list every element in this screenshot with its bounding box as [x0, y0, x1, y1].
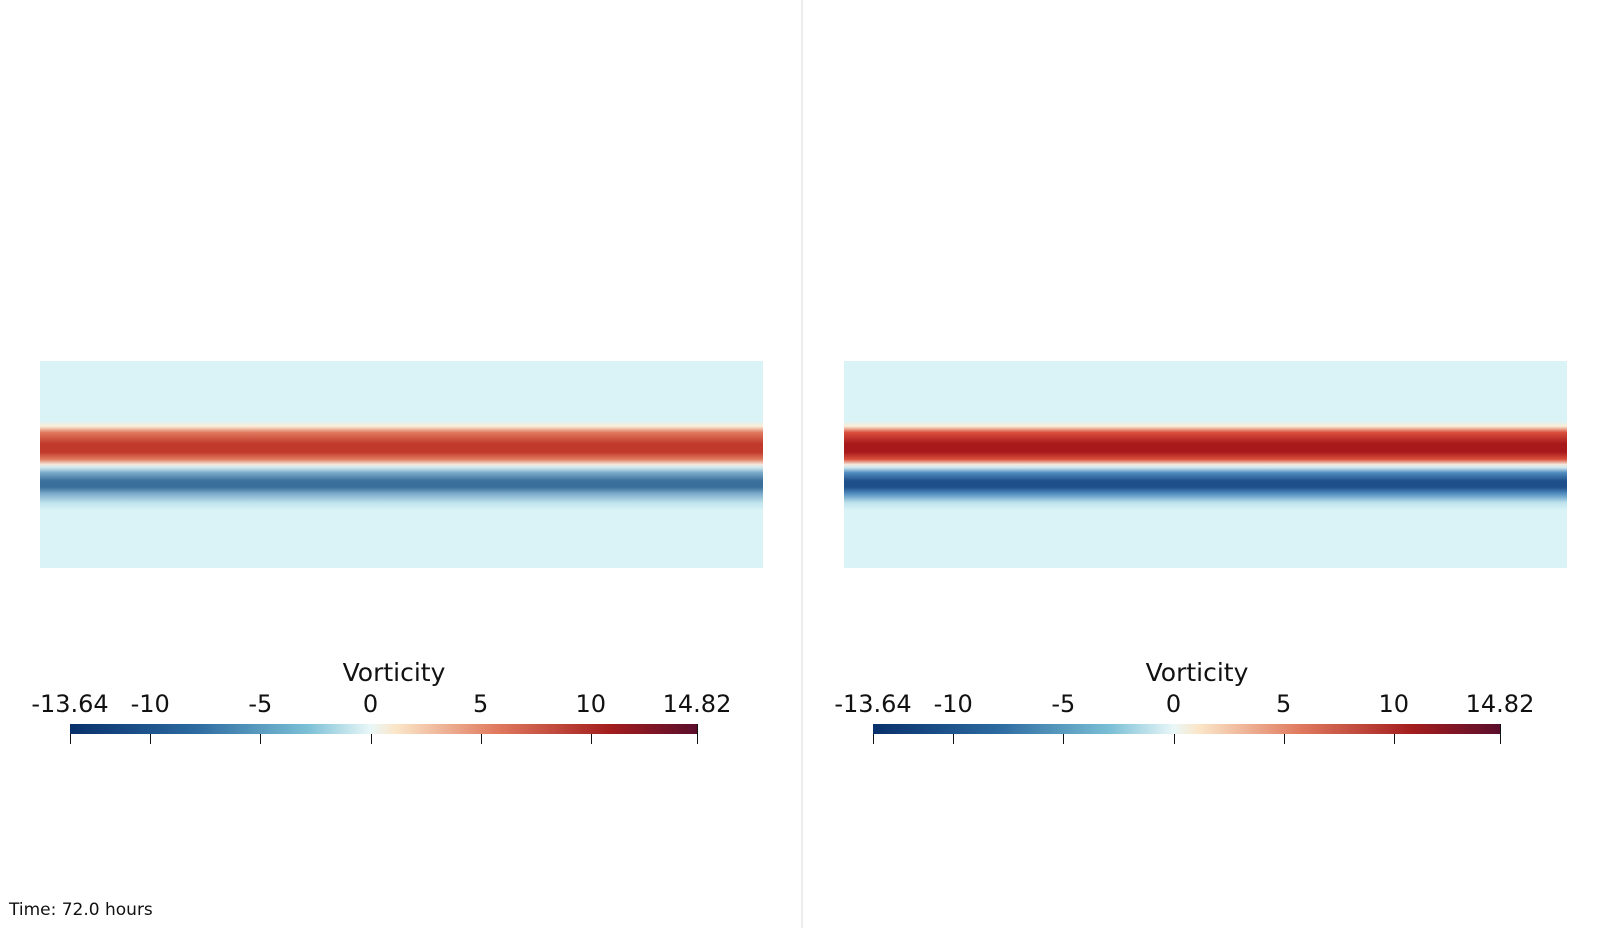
colorbar-tick-mark — [70, 724, 71, 744]
colorbar-tick-label: -13.64 — [834, 690, 912, 718]
colorbar-tick-mark — [1284, 724, 1285, 744]
colorbar-tick-label: 14.82 — [662, 690, 732, 718]
colorbar-tick-label: 10 — [1378, 690, 1410, 718]
colorbar-tick-mark — [260, 724, 261, 744]
vorticity-plot — [40, 361, 763, 568]
colorbar-tick-mark — [591, 724, 592, 744]
colorbar-title-left: Vorticity — [342, 658, 446, 687]
colorbar-tick-mark — [697, 724, 698, 744]
colorbar-left — [70, 724, 697, 734]
colorbar-tick-label: 10 — [575, 690, 607, 718]
render-view-right[interactable]: Vorticity -13.64 -10 -5 0 5 10 14.82 — [803, 0, 1603, 928]
colorbar-tick-mark — [873, 724, 874, 744]
colorbar-tick-mark — [953, 724, 954, 744]
colorbar-tick-label: -10 — [933, 690, 973, 718]
colorbar-tick-label: 14.82 — [1465, 690, 1535, 718]
vorticity-bands — [844, 361, 1567, 568]
colorbar-tick-label: 5 — [473, 690, 489, 718]
colorbar-tick-label: -10 — [130, 690, 170, 718]
colorbar-tick-mark — [1500, 724, 1501, 744]
colorbar-tick-mark — [1394, 724, 1395, 744]
colorbar-right — [873, 724, 1500, 734]
colorbar-tick-mark — [481, 724, 482, 744]
colorbar-tick-label: 0 — [1165, 690, 1182, 718]
vorticity-bands — [40, 361, 763, 568]
render-view-left[interactable]: Vorticity -13.64 -10 -5 0 5 10 14.82 — [0, 0, 801, 928]
colorbar-tick-label: 5 — [1276, 690, 1292, 718]
time-annotation: Time: 72.0 hours — [9, 900, 153, 920]
vorticity-field-right — [844, 361, 1567, 568]
colorbar-tick-mark — [1174, 724, 1175, 744]
colorbar-tick-label: 0 — [362, 690, 379, 718]
vorticity-field-left — [40, 361, 763, 568]
colorbar-tick-mark — [371, 724, 372, 744]
view-divider — [801, 0, 803, 928]
colorbar-tick-label: -5 — [1051, 690, 1076, 718]
colorbar-tick-label: -5 — [248, 690, 273, 718]
colorbar-tick-mark — [1063, 724, 1064, 744]
colorbar-title-right: Vorticity — [1145, 658, 1249, 687]
vorticity-plot — [844, 361, 1567, 568]
colorbar-tick-label: -13.64 — [31, 690, 109, 718]
colorbar-tick-mark — [150, 724, 151, 744]
